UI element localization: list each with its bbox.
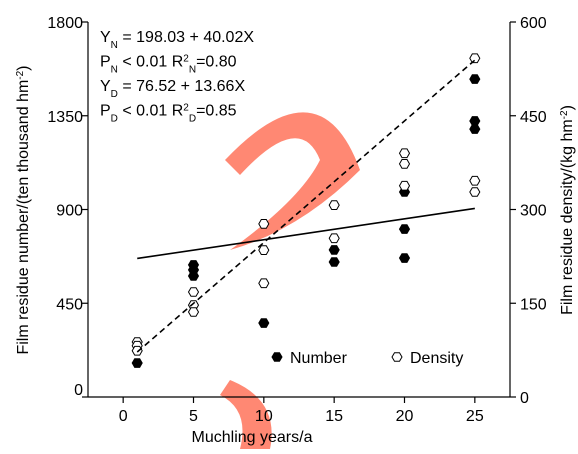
point: [469, 53, 481, 64]
y-tick-label: 1350: [47, 109, 83, 126]
subscript: N: [189, 64, 196, 75]
superscript: -2: [15, 70, 26, 79]
point: [328, 200, 340, 210]
x-tick-label: 10: [255, 408, 273, 425]
fit-line: [136, 59, 476, 353]
point: [258, 318, 270, 328]
y2-tick-label: 600: [520, 15, 547, 32]
y2-axis-label: Film residue density/(kg hm-2): [559, 105, 577, 315]
subscript: N: [111, 40, 118, 51]
text-run: =0.85: [196, 103, 237, 120]
y2-tick-label: 300: [520, 203, 547, 220]
point: [187, 307, 200, 317]
annotation: YN = 198.03 + 40.02X: [100, 29, 254, 51]
point: [187, 271, 200, 281]
point: [469, 124, 481, 134]
y2-tick-label: 0: [520, 390, 529, 407]
point: [131, 345, 143, 356]
point: [258, 245, 270, 255]
point: [328, 245, 340, 255]
text-run: Film residue density/(kg hm: [559, 119, 576, 315]
x-axis-label: Muchling years/a: [192, 429, 313, 446]
text-run: Film residue number/(ten thousand hm: [15, 80, 32, 355]
point: [469, 187, 481, 197]
annotation: YD = 76.52 + 13.66X: [100, 78, 245, 100]
point: [328, 257, 340, 267]
text-run: =0.80: [196, 54, 237, 71]
x-tick-label: 15: [325, 408, 343, 425]
text-run: P: [100, 103, 111, 120]
fit-line: [137, 207, 475, 260]
subscript: D: [111, 113, 118, 124]
x-tick-label: 5: [189, 408, 198, 425]
legend-label: Density: [410, 350, 463, 367]
subscript: D: [111, 89, 118, 100]
point: [187, 287, 200, 297]
text-run: < 0.01 R: [118, 103, 183, 120]
legend-label: Number: [290, 350, 348, 367]
x-tick-label: 25: [466, 408, 484, 425]
y-tick-label: 900: [56, 203, 83, 220]
y-tick-label: 1800: [47, 15, 83, 32]
point: [258, 219, 270, 229]
legend-marker: [271, 352, 283, 362]
superscript: 2: [183, 102, 189, 113]
subscript: N: [111, 64, 118, 75]
text-run: = 76.52 + 13.66X: [118, 78, 246, 95]
subscript: D: [189, 113, 196, 124]
watermark: [220, 112, 360, 449]
superscript: 2: [183, 53, 189, 64]
y-axis-label: Film residue number/(ten thousand hm-2): [15, 65, 33, 354]
text-run: P: [100, 54, 111, 71]
point: [131, 358, 143, 368]
y-tick-label: 450: [56, 296, 83, 313]
text-run: < 0.01 R: [118, 54, 183, 71]
point: [398, 180, 411, 191]
point: [398, 253, 411, 263]
x-tick-label: 0: [119, 408, 128, 425]
point: [398, 148, 411, 159]
point: [328, 233, 340, 244]
y2-tick-label: 450: [520, 109, 547, 126]
x-tick-label: 20: [396, 408, 414, 425]
point: [469, 175, 481, 186]
text-run: Y: [100, 29, 111, 46]
point: [398, 224, 411, 234]
y-tick-label: 0: [74, 382, 83, 399]
legend-marker: [391, 352, 403, 362]
annotation: PD < 0.01 R2D=0.85: [100, 102, 237, 124]
y2-tick-label: 150: [520, 296, 547, 313]
superscript: -2: [559, 110, 570, 119]
point: [469, 116, 481, 126]
point: [398, 159, 411, 169]
text-run: Y: [100, 78, 111, 95]
point: [469, 74, 481, 84]
text-run: ): [15, 65, 32, 70]
point: [258, 278, 270, 289]
text-run: = 198.03 + 40.02X: [118, 29, 254, 46]
annotation: PN < 0.01 R2N=0.80: [100, 53, 237, 75]
text-run: ): [559, 105, 576, 110]
